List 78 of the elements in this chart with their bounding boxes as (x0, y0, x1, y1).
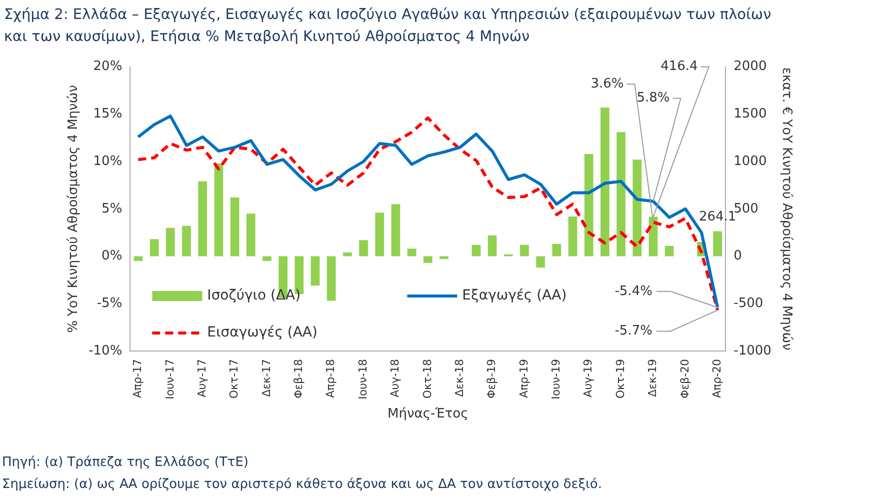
x-tick-label: Δεκ-19 (646, 358, 660, 397)
legend-label: Εισαγωγές (ΑΑ) (207, 324, 318, 341)
bar (616, 132, 626, 256)
x-tick-label: Αυγ-18 (388, 358, 402, 398)
text: Πηγή: (α) Τράπεζα της Ελλάδος (ΤτΕ) (2, 454, 250, 472)
bar (166, 228, 175, 256)
bar (713, 231, 722, 256)
bar (488, 235, 497, 256)
bar (182, 226, 191, 256)
bar (391, 204, 400, 256)
y2-tick-label: -500 (734, 296, 764, 311)
x-tick-label: Ιουν-19 (550, 358, 563, 400)
bar (214, 163, 224, 256)
bar (326, 256, 336, 301)
bar (246, 214, 256, 256)
y2-tick-label: 1500 (734, 106, 767, 122)
bar (440, 256, 448, 260)
x-tick-label: Φεβ-18 (292, 358, 306, 399)
y-tick-label: 15% (93, 106, 122, 122)
bar (359, 240, 368, 256)
bar (632, 160, 642, 256)
chart-title: Σχήμα 2: Ελλάδα – Εξαγωγές, Εισαγωγές και Ισοζύγιο Αγαθών και Υπηρεσιών (εξαιρουμένων των πλοίων και των καυσίμων), Ετήσια % Μεταβολή Κινητού Αθροίσματος 4 Μηνών (3, 6, 772, 47)
x-tick-label: Απρ-17 (131, 358, 144, 398)
data-label: -5.7% (614, 324, 652, 339)
y2-tick-label: 500 (734, 201, 758, 216)
bar (407, 248, 416, 256)
x-tick-label: Δεκ-18 (452, 358, 466, 397)
x-tick-label: Οκτ-17 (228, 358, 241, 399)
x-axis-title: Μήνας-Έτος (388, 406, 468, 422)
y-tick-label: 5% (102, 201, 122, 216)
y2-tick-label: 2000 (734, 59, 767, 74)
x-tick-label: Οκτ-18 (420, 358, 434, 399)
x-tick-label: Φεβ-19 (485, 358, 498, 399)
x-tick-label: Αυγ-17 (195, 358, 208, 398)
bar (568, 216, 578, 256)
bar (134, 256, 143, 261)
bar (600, 108, 610, 256)
data-label: 5.8% (636, 90, 670, 106)
bar (343, 252, 352, 256)
bar (375, 212, 384, 256)
x-tick-label: Φεβ-20 (678, 358, 692, 399)
x-tick-label: Ιουν-18 (356, 358, 370, 400)
data-label: 3.6% (590, 76, 624, 92)
legend-label: Εξαγωγές (ΑΑ) (462, 288, 567, 304)
data-label: -5.4% (614, 284, 652, 299)
x-tick-label: Ιουν-17 (163, 358, 176, 400)
y2-axis-title: εκατ. € ΥοΥ Κινητού Αθροίσματος 4 Μηνών (778, 67, 794, 350)
text: Σημείωση: (α) ως ΑΑ ορίζουμε τον αριστερό κάθετο άξονα και ως ΔΑ τον αντίστοιχο δεξιό. (2, 476, 602, 494)
y-axis-title: % ΥοΥ Κινητού Αθροίσματος 4 Μηνών (66, 85, 82, 333)
y-tick-label: 10% (93, 154, 122, 169)
y-tick-label: -10% (88, 343, 122, 358)
x-tick-label: Οκτ-19 (614, 358, 627, 399)
bar (664, 246, 674, 256)
x-tick-label: Απρ-19 (517, 358, 530, 398)
x-tick-label: Απρ-20 (710, 358, 724, 398)
data-label: 264.1 (698, 210, 736, 225)
bar (520, 244, 529, 256)
bar (536, 256, 545, 268)
y-tick-label: 0% (102, 248, 122, 264)
bar (150, 239, 159, 256)
bar (230, 198, 240, 256)
y2-tick-label: 1000 (734, 154, 767, 169)
bar (423, 256, 432, 263)
y-tick-label: 20% (93, 59, 122, 74)
bar (584, 154, 594, 256)
bar (472, 244, 481, 256)
y2-tick-label: 0 (734, 248, 742, 264)
bar (552, 244, 562, 256)
bar (198, 181, 208, 256)
x-tick-label: Απρ-18 (324, 358, 338, 398)
bar (262, 256, 272, 261)
x-tick-label: Αυγ-19 (582, 358, 595, 398)
y2-tick-label: -1000 (734, 343, 772, 358)
y-tick-label: -5% (96, 296, 122, 311)
x-tick-label: Δεκ-17 (260, 358, 273, 397)
legend-label: Ισοζύγιο (ΔΑ) (207, 288, 301, 304)
data-label: 416.4 (660, 59, 698, 74)
bar (310, 256, 320, 286)
